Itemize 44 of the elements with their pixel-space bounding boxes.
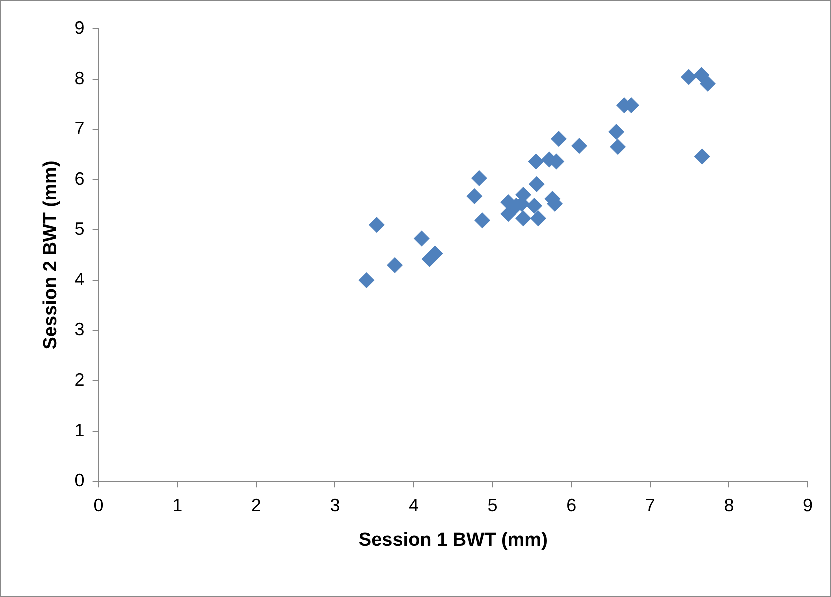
x-tick-label: 6 — [566, 495, 577, 516]
point — [550, 131, 567, 148]
point — [526, 198, 543, 214]
x-tick-label: 0 — [94, 495, 104, 516]
x-tick-label: 2 — [251, 495, 262, 516]
y-tick-label: 0 — [74, 470, 85, 491]
point — [474, 212, 491, 229]
point — [608, 124, 625, 140]
point — [414, 230, 430, 247]
x-tick-label: 5 — [488, 495, 498, 516]
y-tick-label: 3 — [74, 320, 85, 340]
y-axis-title: Session 2 BWT (mm) — [40, 160, 62, 350]
point — [500, 206, 517, 222]
point — [571, 138, 588, 154]
point — [471, 170, 488, 186]
point — [530, 210, 547, 227]
point — [427, 246, 444, 262]
point — [516, 210, 532, 227]
y-tick-label: 7 — [74, 118, 85, 139]
point — [694, 67, 710, 84]
point — [368, 217, 385, 234]
y-tick-label: 5 — [74, 219, 85, 240]
y-tick-label: 6 — [74, 168, 85, 189]
y-tick-label: 8 — [74, 68, 85, 88]
x-tick-label: 3 — [330, 495, 340, 516]
y-tick-label: 1 — [74, 420, 85, 440]
point — [358, 272, 375, 288]
point — [528, 176, 545, 192]
y-tick-label: 2 — [74, 370, 85, 390]
x-tick-label: 8 — [724, 495, 734, 516]
point — [610, 139, 626, 156]
point — [694, 148, 710, 165]
x-tick-label: 7 — [645, 495, 656, 516]
point — [528, 154, 544, 170]
x-tick-label: 9 — [802, 495, 814, 516]
point — [387, 257, 404, 274]
x-axis-title: Session 1 BWT (mm) — [358, 530, 548, 551]
y-tick-label: 4 — [74, 269, 85, 290]
x-tick-label: 1 — [172, 495, 183, 516]
x-tick-label: 4 — [409, 495, 420, 516]
y-tick-label: 9 — [74, 18, 85, 38]
point — [700, 76, 716, 92]
point — [681, 69, 698, 86]
point — [466, 188, 483, 204]
